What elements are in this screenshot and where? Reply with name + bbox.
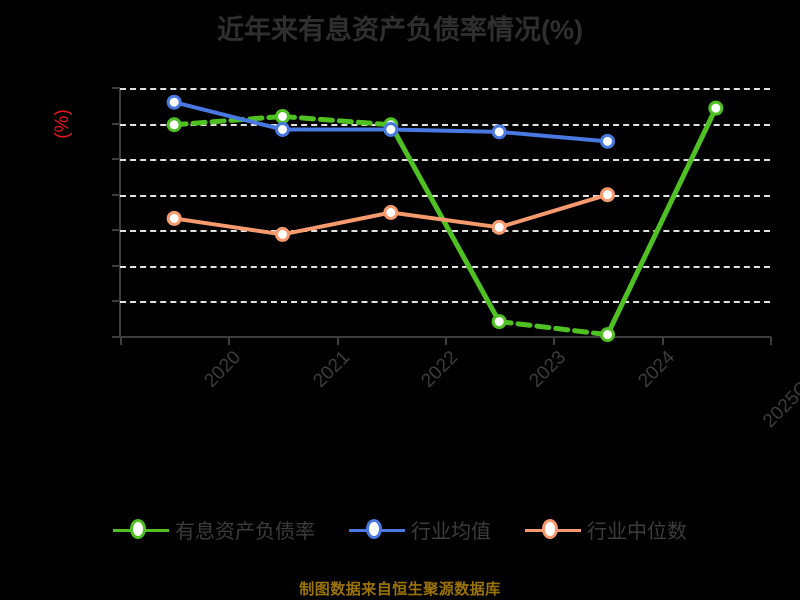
x-tick-mark — [120, 337, 122, 345]
y-axis-line — [119, 88, 121, 338]
x-tick-label: 2024 — [633, 347, 679, 392]
series-segment — [388, 210, 502, 230]
series-2 — [166, 187, 615, 242]
legend-item-2[interactable]: 行业中位数 — [525, 515, 687, 544]
data-point-marker[interactable] — [166, 210, 182, 226]
gridline — [120, 230, 770, 233]
series-segment — [388, 127, 502, 134]
data-point-marker[interactable] — [275, 226, 290, 242]
legend-label: 行业均值 — [411, 521, 491, 543]
series-layer — [166, 94, 724, 343]
x-tick-mark — [553, 337, 556, 345]
series-0 — [166, 100, 724, 343]
series-segment — [172, 100, 285, 132]
x-tick-mark — [228, 337, 231, 345]
data-point-marker[interactable] — [275, 108, 290, 124]
y-tick-mark — [112, 158, 120, 161]
series-segment — [171, 113, 285, 128]
chart-footnote: 制图数据来自恒生聚源数据库 — [299, 581, 501, 598]
data-point-marker[interactable] — [491, 314, 507, 330]
y-tick-mark — [112, 193, 120, 196]
series-segment — [280, 113, 394, 128]
gridline — [120, 88, 770, 90]
chart-title: 近年来有息资产负债率情况(%) — [217, 15, 583, 45]
series-1 — [166, 94, 615, 149]
x-tick-mark — [661, 337, 664, 345]
legend-marker-icon — [130, 518, 146, 539]
gridline — [120, 159, 770, 162]
x-tick-mark — [770, 337, 772, 345]
data-point-marker[interactable] — [166, 94, 182, 110]
data-point-marker[interactable] — [275, 122, 290, 137]
data-point-marker[interactable] — [491, 219, 507, 235]
legend-item-1[interactable]: 行业均值 — [349, 515, 491, 544]
series-segment — [497, 192, 610, 230]
data-point-marker[interactable] — [600, 187, 615, 203]
legend-marker-icon — [366, 518, 382, 539]
data-point-marker[interactable] — [600, 133, 615, 149]
series-segment — [497, 129, 610, 144]
y-tick-mark — [112, 300, 120, 303]
data-point-marker[interactable] — [383, 205, 399, 220]
plot-area — [112, 87, 772, 345]
chart-legend: 有息资产负债率 行业均值 行业中位数 — [0, 515, 800, 544]
x-tick-mark — [445, 337, 447, 345]
y-tick-mark — [112, 229, 120, 232]
y-axis-unit-label: (%) — [51, 109, 73, 139]
x-tick-mark — [336, 337, 339, 345]
gridline — [120, 194, 770, 197]
legend-label: 有息资产负债率 — [175, 521, 315, 543]
x-tick-label: 2020 — [200, 347, 246, 392]
legend-swatch-icon — [113, 518, 169, 541]
legend-marker-icon — [542, 518, 558, 539]
data-point-marker[interactable] — [708, 100, 724, 116]
legend-swatch-icon — [525, 518, 581, 541]
gridline — [120, 265, 770, 268]
x-tick-label: 2022 — [417, 347, 462, 392]
series-segment — [605, 105, 719, 338]
series-segment — [388, 122, 502, 325]
data-point-marker[interactable] — [491, 124, 507, 140]
y-tick-mark — [112, 87, 120, 89]
series-segment — [172, 216, 285, 237]
series-segment — [496, 319, 610, 338]
y-tick-mark — [112, 264, 120, 267]
y-tick-mark — [112, 336, 120, 338]
y-tick-mark — [112, 122, 120, 125]
gridline — [120, 301, 770, 304]
legend-swatch-icon — [349, 518, 405, 541]
legend-item-0[interactable]: 有息资产负债率 — [113, 515, 315, 544]
data-point-marker[interactable] — [166, 117, 182, 133]
gridline — [120, 123, 770, 126]
x-tick-label: 2025Q1-Q3 — [758, 347, 800, 433]
data-point-marker[interactable] — [600, 327, 615, 343]
series-segment — [280, 210, 393, 237]
data-point-marker[interactable] — [383, 122, 399, 137]
x-tick-label: 2021 — [308, 347, 354, 392]
legend-label: 行业中位数 — [587, 521, 687, 543]
x-tick-label: 2023 — [525, 347, 571, 392]
